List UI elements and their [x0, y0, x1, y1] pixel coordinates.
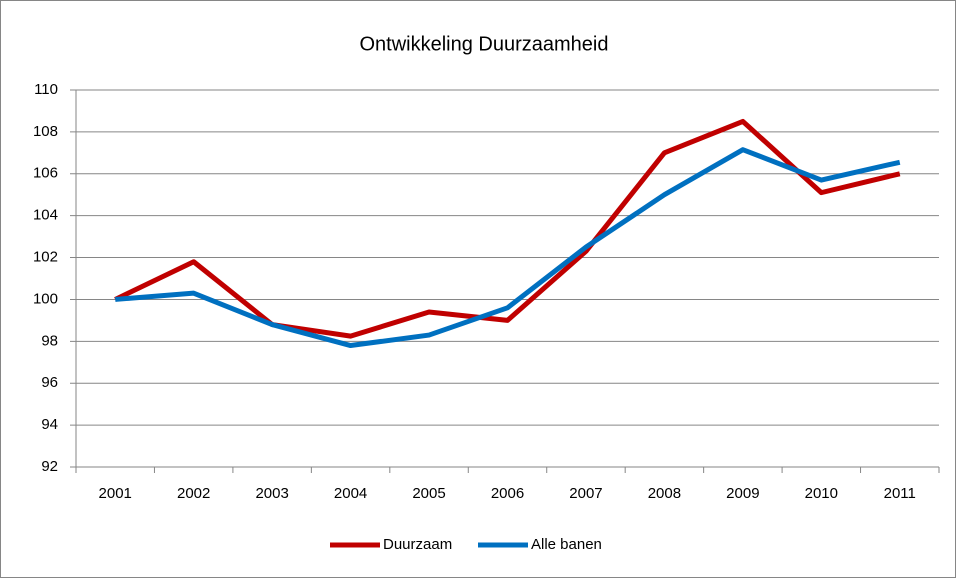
y-tick-label: 92: [41, 458, 58, 475]
y-tick-label: 94: [41, 416, 58, 433]
legend-label: Alle banen: [531, 536, 602, 553]
y-tick-label: 102: [33, 249, 58, 266]
x-tick-label: 2009: [726, 485, 759, 502]
x-tick-label: 2005: [412, 485, 445, 502]
series-line: [115, 147, 901, 349]
y-tick-label: 106: [33, 165, 58, 182]
legend-label: Duurzaam: [383, 536, 452, 553]
x-tick-label: 2003: [255, 485, 288, 502]
y-tick-label: 108: [33, 123, 58, 140]
x-tick-label: 2004: [334, 485, 367, 502]
x-tick-label: 2006: [491, 485, 524, 502]
x-tick-label: 2002: [177, 485, 210, 502]
x-tick-label: 2001: [99, 485, 132, 502]
chart-title: Ontwikkeling Duurzaamheid: [359, 33, 608, 55]
y-tick-label: 104: [33, 207, 58, 224]
y-tick-label: 110: [34, 81, 58, 98]
x-tick-label: 2010: [805, 485, 838, 502]
x-tick-label: 2007: [569, 485, 602, 502]
x-tick-label: 2011: [884, 485, 916, 502]
y-tick-label: 96: [41, 374, 58, 391]
x-tick-label: 2008: [648, 485, 681, 502]
y-tick-label: 100: [33, 290, 58, 307]
y-tick-label: 98: [41, 332, 58, 349]
series-line: [114, 118, 901, 339]
